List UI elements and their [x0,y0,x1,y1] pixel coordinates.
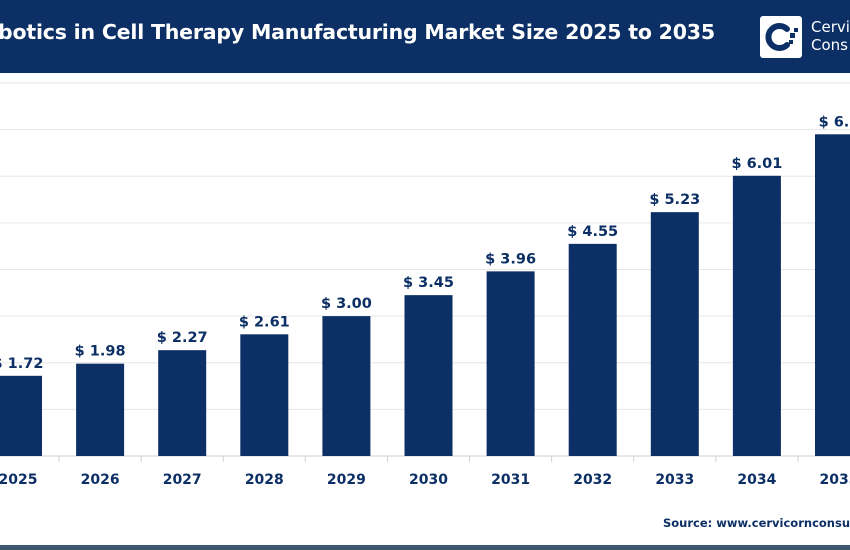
x-tick-label-2028: 2028 [245,472,284,488]
title-banner: botics in Cell Therapy Manufacturing Mar… [0,0,850,73]
x-tick-label-2032: 2032 [573,472,612,488]
x-tick-label-2025: 2025 [0,472,37,488]
x-tick-label-2027: 2027 [163,472,202,488]
bar-2035 [815,134,850,456]
logo-text-line1: Cervi [811,18,850,36]
bottom-rule [0,545,850,550]
data-label-2031: $ 3.96 [485,251,536,267]
x-tick-label-2031: 2031 [491,472,530,488]
x-tick-label-2035: 2035 [820,472,850,488]
data-label-2034: $ 6.01 [731,156,782,172]
data-label-2035: $ 6.9 [819,114,850,130]
bar-2034 [732,175,781,456]
bar-2027 [158,350,207,456]
data-label-2033: $ 5.23 [649,192,700,208]
x-tick-label-2026: 2026 [81,472,120,488]
logo-text-line2: Cons [811,36,848,54]
bar-2025 [0,375,42,456]
x-tick-label-2033: 2033 [655,472,694,488]
data-label-2027: $ 2.27 [157,330,208,346]
chart-title: botics in Cell Therapy Manufacturing Mar… [0,20,715,44]
bar-2033 [650,212,699,456]
logo-icon [760,16,802,58]
data-label-2028: $ 2.61 [239,314,290,330]
bar-2028 [240,334,289,456]
data-label-2026: $ 1.98 [75,344,126,360]
data-label-2032: $ 4.55 [567,224,618,240]
bar-2030 [404,295,453,456]
data-label-2025: $ 1.72 [0,356,43,372]
bar-2026 [76,363,125,456]
x-tick-label-2034: 2034 [737,472,776,488]
x-tick-label-2030: 2030 [409,472,448,488]
bar-2031 [486,271,535,456]
data-label-2030: $ 3.45 [403,275,454,291]
logo-text: Cervi Cons [811,18,850,54]
bar-2032 [568,243,617,456]
x-tick-label-2029: 2029 [327,472,366,488]
data-label-2029: $ 3.00 [321,296,372,312]
source-note: Source: www.cervicornconsultin [663,516,850,530]
bar-2029 [322,316,371,456]
